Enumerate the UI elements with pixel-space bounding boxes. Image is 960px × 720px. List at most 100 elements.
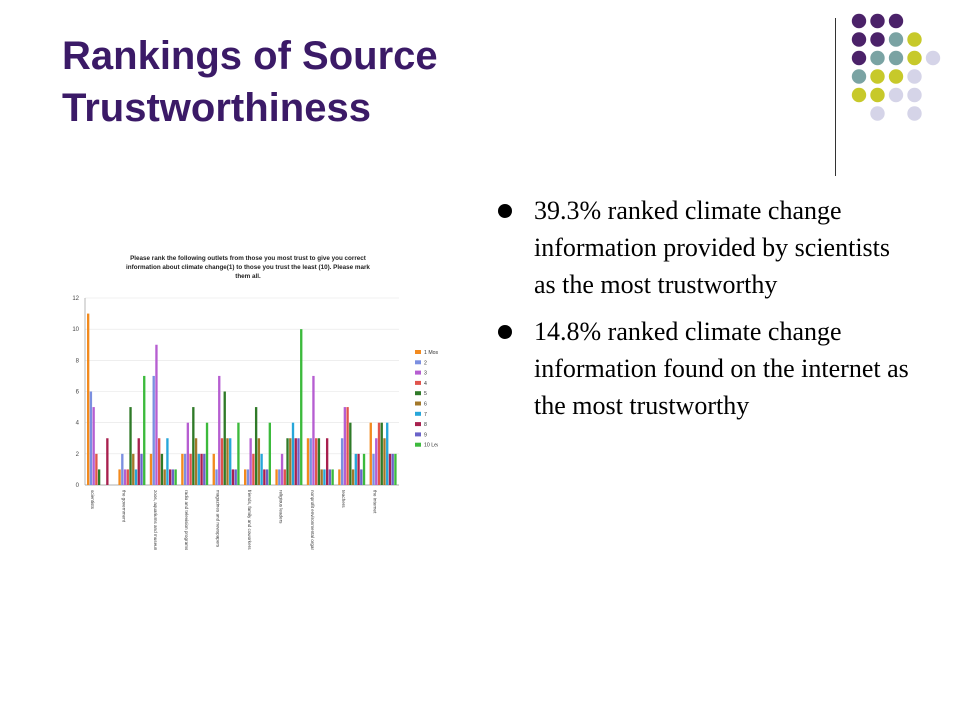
legend-swatch [415,432,421,437]
chart-bar [194,438,198,485]
chart-bar [268,422,271,485]
decorative-dot [851,87,867,103]
legend-swatch [415,370,421,375]
chart-bar [306,438,310,485]
chart-bar [155,344,158,485]
chart-bar [244,469,247,485]
decorative-dot [870,13,885,29]
chart-bar [121,453,124,485]
decorative-dot [907,32,922,47]
chart-bar [383,438,386,485]
bullet-item-scientists: 39.3% ranked climate change information … [498,192,918,303]
chart-bar [137,438,140,485]
chart-bar [143,375,146,485]
x-category-label: the government [121,490,126,523]
decorative-dot [907,87,922,103]
chart-bar [132,453,135,485]
chart-bar [386,422,389,485]
legend-swatch [415,422,421,427]
chart-title-line: information about climate change(1) to t… [126,264,370,271]
chart-bar [231,469,235,485]
chart-bar [192,407,195,485]
chart-bar [377,422,381,485]
decorative-dot [851,32,867,47]
y-tick-label: 4 [76,421,80,427]
chart-bar [174,469,177,485]
x-category-label: zoos, aquariums and museums [153,490,158,550]
decorative-dot [888,69,904,84]
decorative-dot [925,50,941,66]
chart-bar [223,391,226,485]
chart-bar [252,453,255,485]
chart-bar [315,438,318,485]
chart-bar [317,438,321,485]
chart-bar [388,453,392,485]
y-tick-label: 0 [76,483,80,489]
chart-bar [278,469,281,485]
legend-label: 7 [424,412,427,418]
ranking-chart: Please rank the following outlets from t… [58,250,438,550]
y-tick-label: 6 [76,390,80,396]
decorative-dot [851,50,867,66]
chart-bar [343,407,347,485]
chart-bar [140,453,143,485]
legend-label: 8 [424,422,427,428]
chart-bar [126,469,129,485]
chart-bar [234,469,237,485]
chart-bar [123,469,127,485]
decorative-dot [888,50,904,66]
chart-bar [197,453,200,485]
x-category-label: scientists [90,490,95,510]
chart-bar [346,407,349,485]
chart-bar [349,422,352,485]
decorative-dot [870,106,885,121]
decorative-dot [907,106,922,121]
chart-bar [294,438,297,485]
ranking-bar-chart: Please rank the following outlets from t… [72,255,438,550]
decorative-dot [870,32,885,47]
chart-bar [249,438,252,485]
x-category-label: magazines and newspapers [216,490,221,548]
chart-bar [325,438,329,485]
chart-bar [280,453,284,485]
chart-bar [372,453,375,485]
slide-title-line-1: Rankings of Source [62,34,438,78]
chart-bar [171,469,175,485]
x-category-label: teachers [341,490,346,508]
chart-bar [168,469,172,485]
chart-bar [328,469,332,485]
decorative-dot [870,69,885,84]
chart-bar [375,438,378,485]
chart-bar [92,407,95,485]
legend-label: 6 [424,402,427,408]
chart-bar [220,438,224,485]
chart-bar [246,469,250,485]
chart-bar [323,469,326,485]
chart-bar [254,407,258,485]
decorative-dot [888,13,904,29]
bullet-item-internet: 14.8% ranked climate change information … [498,313,918,424]
chart-bar [95,453,98,485]
chart-bar [134,469,138,485]
chart-bar [118,469,121,485]
chart-bar [369,422,372,485]
decorative-dot [907,69,922,84]
decorative-dot [870,50,885,66]
legend-label: 10 Least [424,443,438,449]
chart-bar [300,329,303,485]
chart-bar [166,438,169,485]
chart-bar [215,469,218,485]
chart-title-line: Please rank the following outlets from t… [130,255,367,262]
chart-bar [152,375,155,485]
decorative-dot [870,87,885,103]
legend-swatch [415,411,421,416]
legend-label: 1 Most [424,350,438,356]
chart-bar [286,438,289,485]
chart-bar [289,438,292,485]
x-category-label: friends, family and coworkers [247,490,252,550]
chart-bar [291,422,295,485]
bullet-text: 39.3% ranked climate change information … [534,196,891,299]
decorative-dot [907,50,922,66]
legend-swatch [415,360,421,365]
chart-bar [320,469,323,485]
